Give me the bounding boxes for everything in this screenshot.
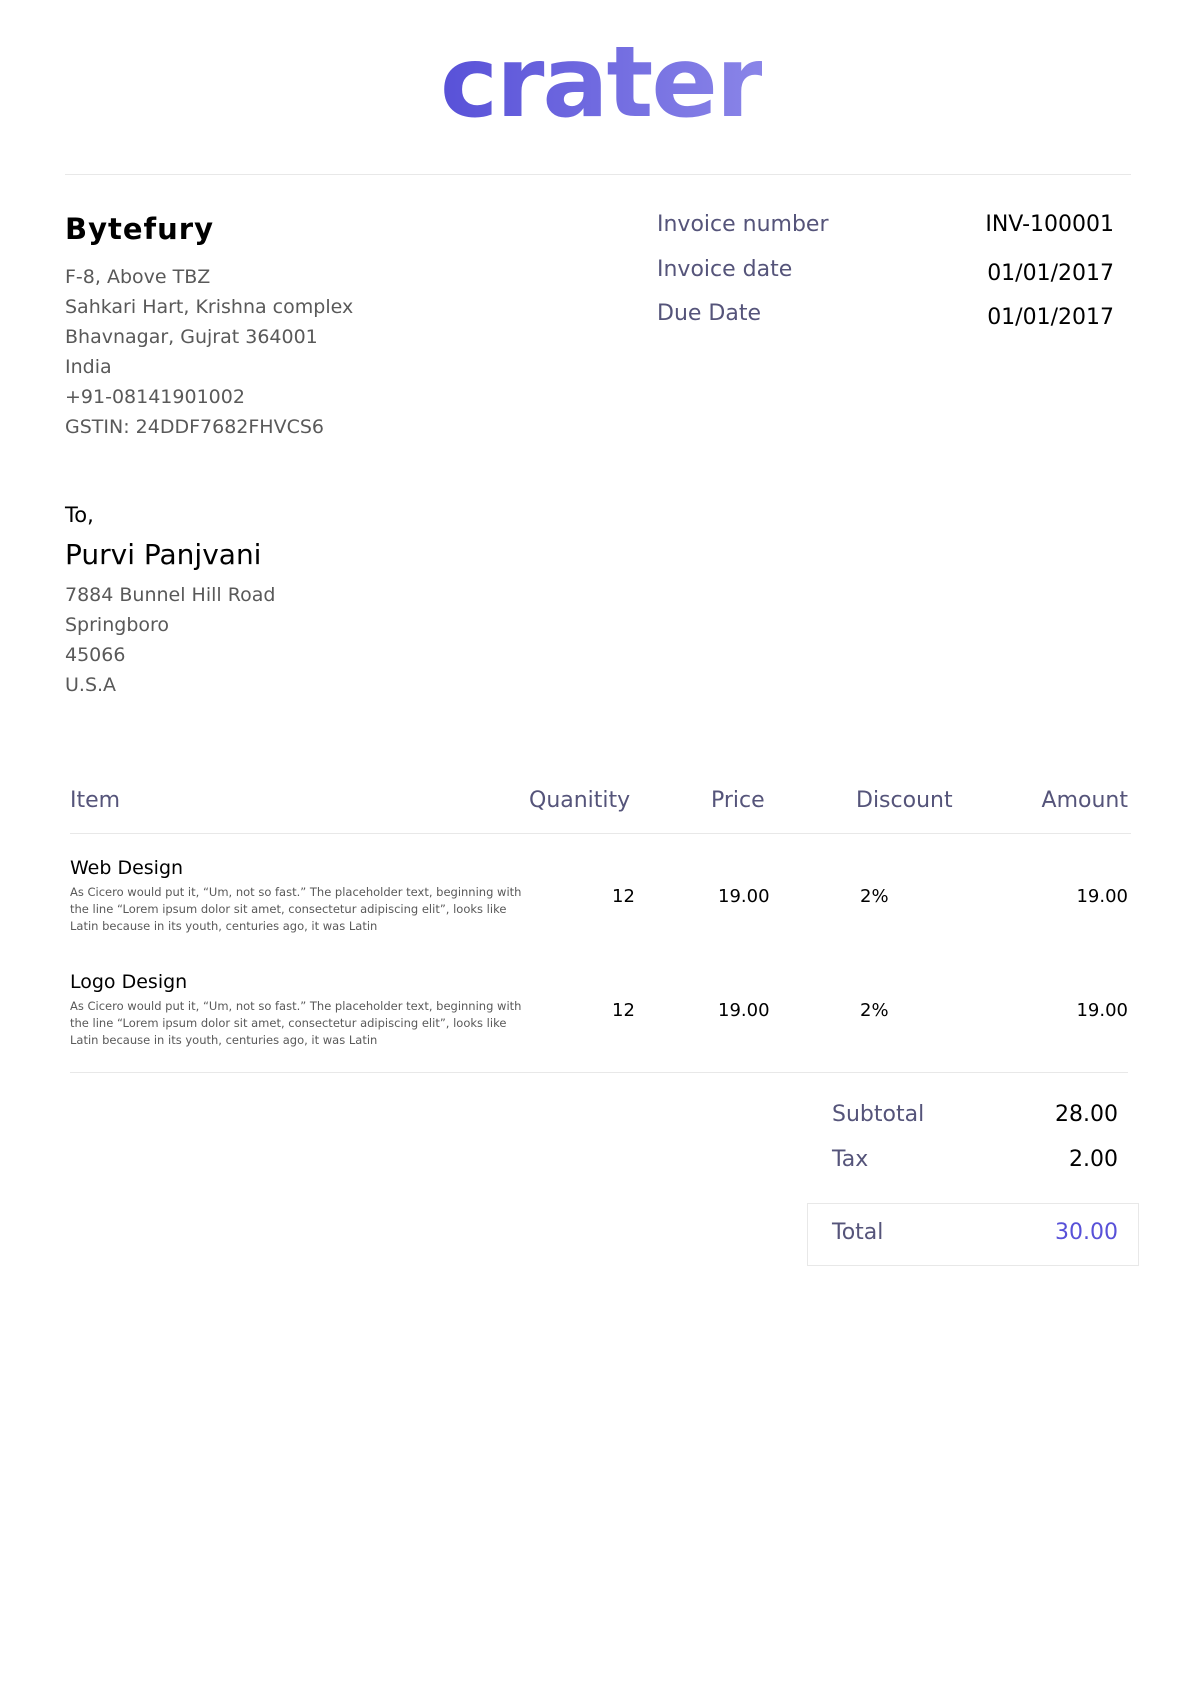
item-description: As Cicero would put it, “Um, not so fast… <box>70 885 522 933</box>
header-amount: Amount <box>1041 788 1128 813</box>
header-item: Item <box>70 788 121 813</box>
crater-logo: crater <box>440 26 764 140</box>
address-line: GSTIN: 24DDF7682FHVCS6 <box>65 416 324 438</box>
address-line: F-8, Above TBZ <box>65 266 211 288</box>
address-line: Sahkari Hart, Krishna complex <box>65 296 354 318</box>
item-name: Logo Design <box>70 971 188 993</box>
address-line: 45066 <box>65 644 126 666</box>
due-date-value: 01/01/2017 <box>987 305 1114 330</box>
item-description: As Cicero would put it, “Um, not so fast… <box>70 999 522 1047</box>
invoice-date-label: Invoice date <box>657 257 793 282</box>
item-amount: 19.00 <box>1076 1000 1128 1021</box>
due-date-label: Due Date <box>657 301 761 326</box>
address-line: India <box>65 356 112 378</box>
address-line: U.S.A <box>65 674 117 696</box>
address-line: +91-08141901002 <box>65 386 245 408</box>
header-quantity: Quanitity <box>529 788 631 813</box>
item-discount: 2% <box>860 1000 889 1021</box>
item-price: 19.00 <box>718 886 770 907</box>
table-header-divider <box>70 833 1131 834</box>
customer-name: Purvi Panjvani <box>65 538 262 571</box>
header-discount: Discount <box>856 788 953 813</box>
item-discount: 2% <box>860 886 889 907</box>
subtotal-value: 28.00 <box>1055 1102 1118 1127</box>
item-quantity: 12 <box>612 886 635 907</box>
company-name: Bytefury <box>65 212 215 246</box>
bill-to-prefix: To, <box>65 503 94 527</box>
item-name: Web Design <box>70 857 184 879</box>
item-quantity: 12 <box>612 1000 635 1021</box>
header-price: Price <box>711 788 765 813</box>
invoice-number-value: INV-100001 <box>985 212 1114 237</box>
invoice-date-value: 01/01/2017 <box>987 261 1114 286</box>
subtotal-label: Subtotal <box>832 1102 925 1127</box>
invoice-number-label: Invoice number <box>657 212 829 237</box>
address-line: Bhavnagar, Gujrat 364001 <box>65 326 318 348</box>
company-address: F-8, Above TBZ Sahkari Hart, Krishna com… <box>65 262 353 442</box>
header-divider <box>65 174 1131 175</box>
customer-address: 7884 Bunnel Hill Road Springboro 45066 U… <box>65 580 275 700</box>
total-box <box>807 1203 1139 1266</box>
tax-label: Tax <box>832 1147 869 1172</box>
item-price: 19.00 <box>718 1000 770 1021</box>
table-bottom-divider <box>70 1072 1128 1073</box>
tax-value: 2.00 <box>1069 1147 1118 1172</box>
address-line: 7884 Bunnel Hill Road <box>65 584 276 606</box>
total-value: 30.00 <box>1055 1220 1118 1245</box>
address-line: Springboro <box>65 614 170 636</box>
total-label: Total <box>832 1220 884 1245</box>
item-amount: 19.00 <box>1076 886 1128 907</box>
